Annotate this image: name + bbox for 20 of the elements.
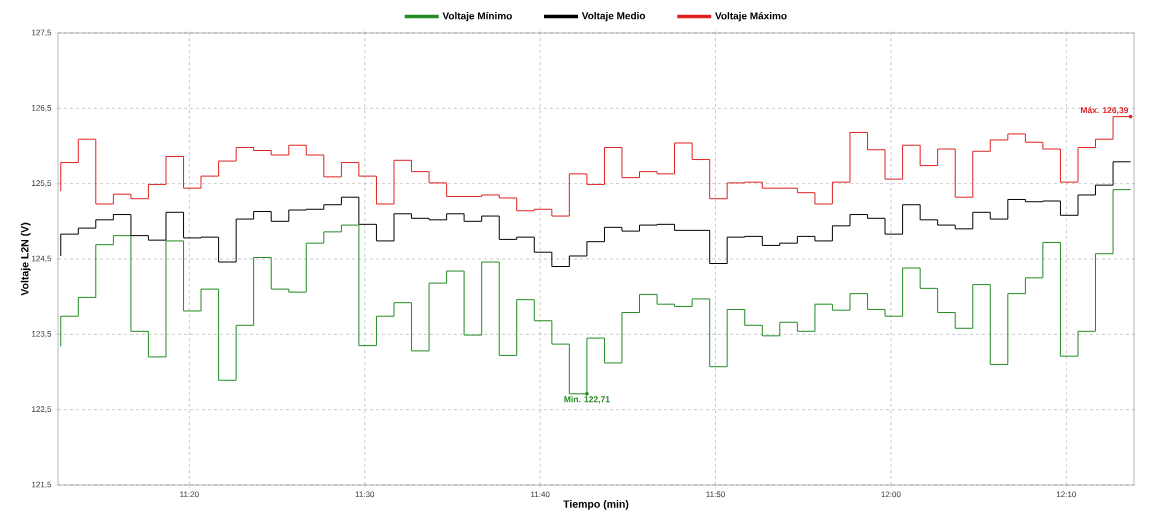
y-tick-label: 122,5 <box>32 406 52 413</box>
y-tick-label: 127,5 <box>32 29 52 37</box>
legend-label: Voltaje Máximo <box>715 11 787 22</box>
legend-label: Voltaje Medio <box>581 12 646 22</box>
annotation: Máx. 126,39 <box>1080 106 1129 115</box>
y-tick-label: 126,5 <box>32 105 52 112</box>
legend-label: Voltaje Mínimo <box>442 11 512 22</box>
y-tick-label: 125,5 <box>32 180 52 187</box>
x-tick-label: 12:00 <box>881 491 901 498</box>
y-tick-label: 123,5 <box>32 331 52 338</box>
x-tick-label: 11:20 <box>180 491 199 498</box>
x-tick-label: 11:30 <box>355 491 375 498</box>
x-axis-title: Tiempo (min) <box>563 500 629 510</box>
y-tick-label: 124,5 <box>32 255 52 263</box>
annotation: Min. 122,71 <box>564 396 610 404</box>
y-axis-title: Voltaje L2N (V) <box>20 222 31 296</box>
x-tick-label: 12:10 <box>1056 491 1077 498</box>
y-tick-label: 121,5 <box>32 481 52 489</box>
x-tick-label: 11:40 <box>531 491 550 498</box>
x-tick-label: 11:50 <box>706 491 725 498</box>
